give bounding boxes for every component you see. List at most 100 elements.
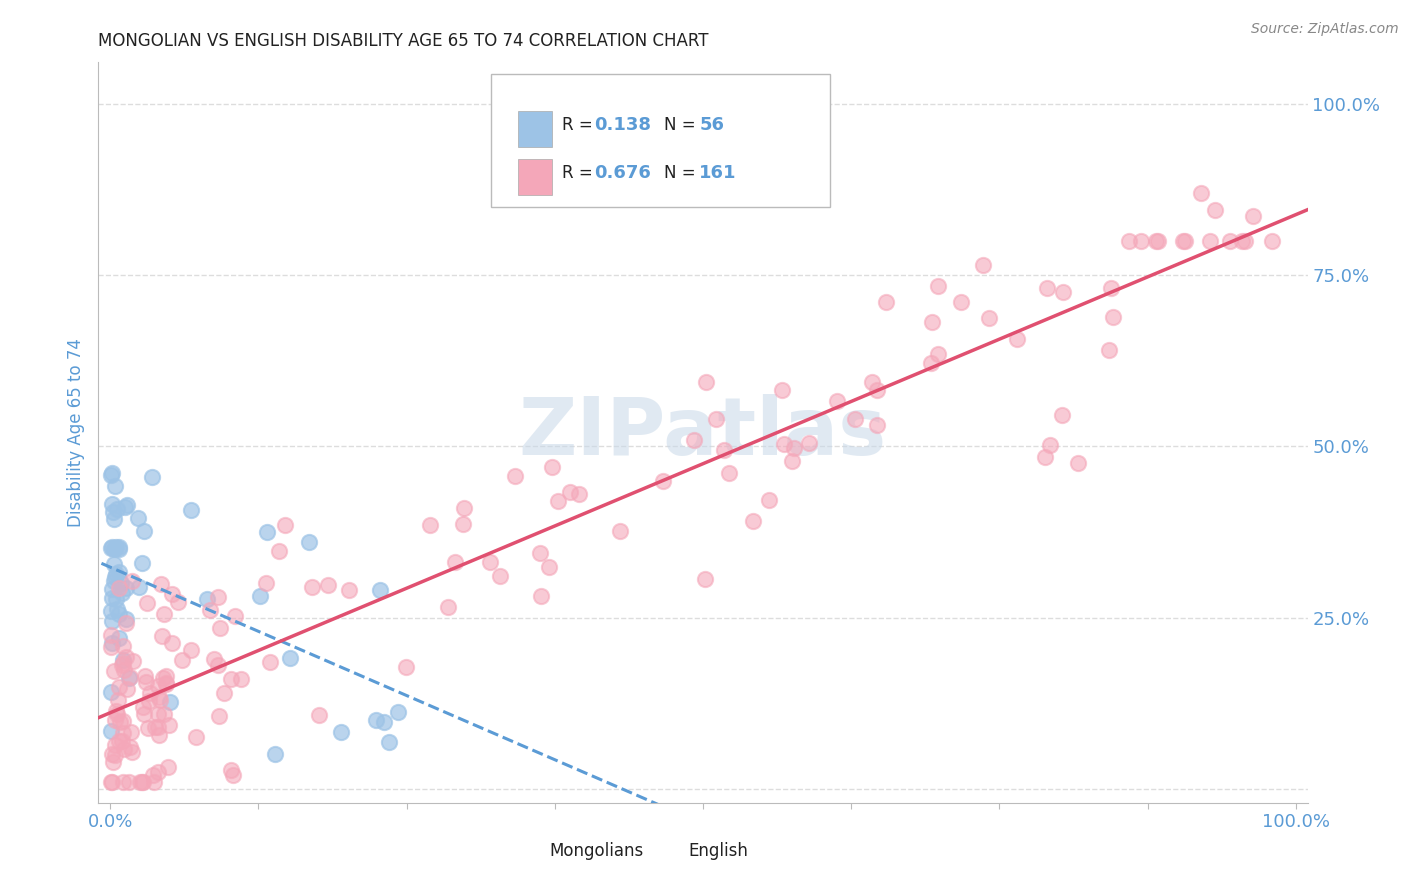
Point (156, 760, 179, 774)
Point (114, 500, 136, 515)
Point (105, 707, 128, 722)
Point (167, 595, 190, 609)
Point (114, 616, 136, 631)
Y-axis label: Disability Age 65 to 74: Disability Age 65 to 74 (66, 338, 84, 527)
Point (170, 652, 193, 666)
Point (378, 735, 401, 749)
Point (141, 470, 163, 484)
Point (844, 412, 866, 426)
Point (337, 583, 360, 598)
Point (782, 454, 804, 468)
Point (157, 718, 180, 732)
Point (180, 503, 202, 517)
Point (104, 592, 127, 607)
Point (1052, 285, 1074, 299)
Point (568, 487, 591, 501)
Point (146, 707, 169, 722)
Point (547, 493, 569, 508)
Point (104, 704, 127, 718)
Text: N =: N = (664, 116, 696, 135)
Point (148, 690, 170, 705)
Point (120, 724, 142, 739)
Point (219, 763, 242, 777)
Point (207, 591, 229, 605)
Point (103, 512, 125, 526)
Point (451, 517, 474, 532)
Point (1035, 281, 1057, 295)
Point (100, 640, 122, 655)
Point (207, 658, 229, 673)
Text: R =: R = (561, 116, 592, 135)
Point (100, 628, 122, 642)
Point (136, 721, 159, 735)
Point (695, 376, 717, 390)
Point (149, 692, 172, 706)
Point (100, 541, 122, 556)
Point (160, 587, 183, 601)
Point (112, 725, 135, 739)
Point (135, 675, 157, 690)
Point (100, 724, 122, 739)
Point (1234, 234, 1257, 248)
Point (112, 657, 135, 671)
Point (101, 505, 124, 519)
Point (112, 714, 135, 728)
Point (274, 518, 297, 533)
Point (259, 655, 281, 669)
Point (100, 604, 122, 618)
Point (797, 435, 820, 450)
Point (770, 383, 793, 397)
Point (972, 259, 994, 273)
Point (115, 612, 138, 626)
Point (249, 589, 271, 603)
Point (101, 775, 124, 789)
Point (394, 659, 416, 673)
Point (368, 582, 391, 597)
Point (155, 676, 177, 690)
Point (118, 670, 141, 684)
Point (202, 652, 225, 666)
Point (104, 570, 127, 584)
Point (108, 715, 131, 730)
Point (330, 725, 353, 739)
Point (132, 524, 155, 538)
Point (364, 713, 387, 727)
Point (693, 572, 716, 586)
Point (198, 603, 221, 617)
Point (127, 511, 149, 525)
Point (153, 607, 176, 622)
Point (107, 540, 129, 554)
Point (503, 468, 526, 483)
Point (146, 720, 169, 734)
Point (950, 294, 973, 309)
Point (115, 499, 138, 513)
Point (1261, 234, 1284, 248)
Point (111, 653, 134, 667)
Point (1038, 438, 1060, 452)
Point (108, 607, 131, 621)
Text: 161: 161 (699, 164, 737, 183)
Point (150, 629, 173, 643)
Point (107, 680, 129, 694)
Point (221, 672, 243, 686)
Point (117, 682, 139, 697)
Point (105, 602, 128, 616)
Point (104, 713, 127, 727)
Point (538, 560, 561, 574)
Point (208, 708, 231, 723)
Point (479, 555, 502, 569)
Point (1130, 234, 1153, 248)
Point (101, 747, 124, 762)
Point (112, 663, 135, 677)
Point (184, 730, 207, 744)
Point (129, 775, 152, 789)
Point (373, 714, 395, 729)
Point (212, 686, 235, 700)
Text: 0.676: 0.676 (595, 164, 651, 183)
Point (1102, 310, 1125, 325)
Point (231, 672, 253, 686)
Point (103, 557, 125, 571)
Point (783, 441, 806, 455)
Point (1099, 281, 1122, 295)
Point (104, 541, 127, 555)
